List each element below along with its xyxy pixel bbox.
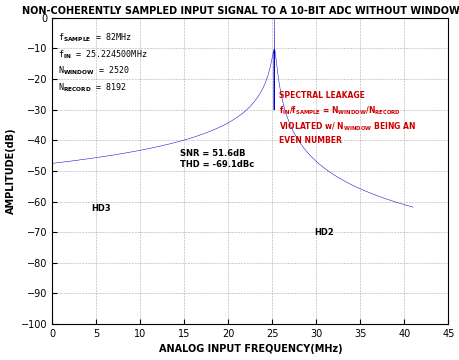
Text: HD3: HD3 xyxy=(91,204,111,213)
X-axis label: ANALOG INPUT FREQUENCY(MHz): ANALOG INPUT FREQUENCY(MHz) xyxy=(158,345,341,355)
Y-axis label: AMPLITUDE(dB): AMPLITUDE(dB) xyxy=(6,127,16,214)
Title: NON-COHERENTLY SAMPLED INPUT SIGNAL TO A 10-BIT ADC WITHOUT WINDOWING: NON-COHERENTLY SAMPLED INPUT SIGNAL TO A… xyxy=(22,5,459,15)
Text: f$_{\mathbf{SAMPLE}}$ = 82MHz
f$_{\mathbf{IN}}$ = 25.224500MHz
N$_{\mathbf{WINDO: f$_{\mathbf{SAMPLE}}$ = 82MHz f$_{\mathb… xyxy=(58,32,147,94)
Text: SNR = 51.6dB
THD = -69.1dBc: SNR = 51.6dB THD = -69.1dBc xyxy=(179,149,254,169)
Text: HD2: HD2 xyxy=(314,228,334,237)
Text: SPECTRAL LEAKAGE
f$_{\mathbf{IN}}$/f$_{\mathbf{SAMPLE}}$ = N$_{\mathbf{WINDOW}}$: SPECTRAL LEAKAGE f$_{\mathbf{IN}}$/f$_{\… xyxy=(279,91,416,145)
